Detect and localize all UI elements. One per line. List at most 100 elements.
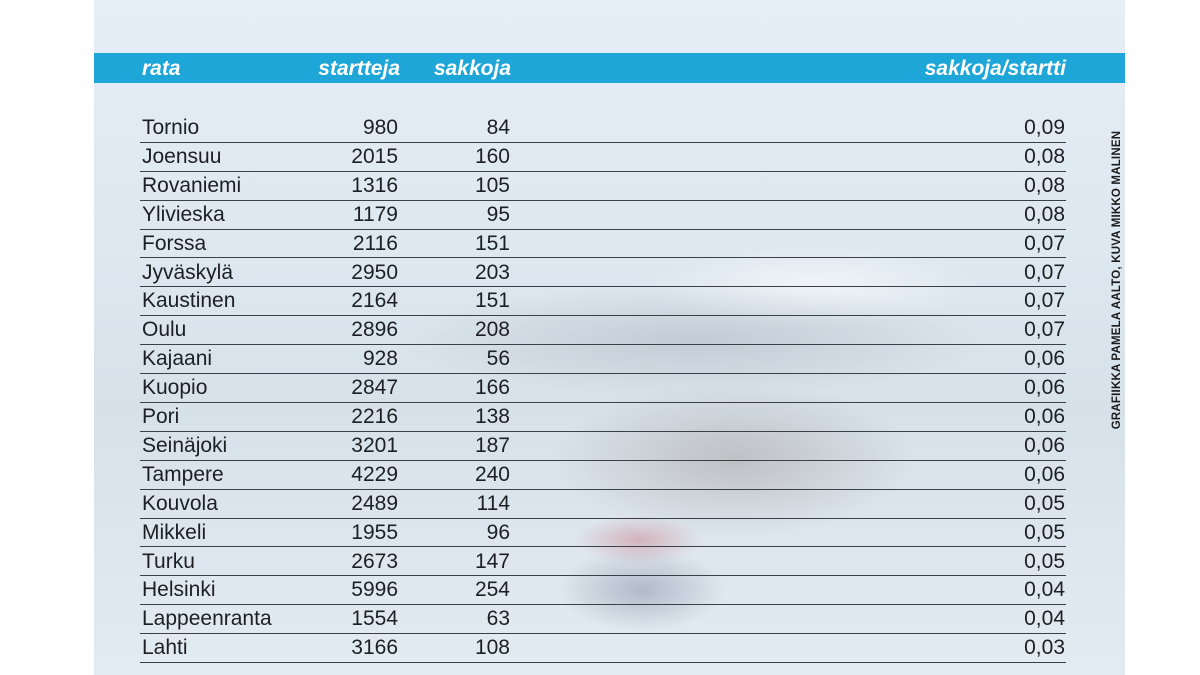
cell-sakkoja: 84 — [486, 116, 510, 139]
cell-startteja: 2896 — [351, 318, 398, 342]
cell-rata: Tampere — [142, 462, 224, 486]
cell-sakkoja: 138 — [474, 405, 510, 428]
header-rata: rata — [142, 57, 181, 80]
cell-sakkoja: 240 — [474, 462, 510, 486]
cell-sakkoja: 203 — [474, 260, 510, 284]
cell-rata: Tornio — [142, 116, 200, 139]
table-row: Lahti 3166 108 0,03 — [140, 633, 1066, 664]
cell-startteja: 1955 — [351, 520, 398, 544]
cell-startteja: 980 — [362, 116, 398, 139]
cell-sakkoja-per-startti: 0,07 — [1024, 231, 1065, 255]
cell-startteja: 3166 — [351, 636, 398, 660]
table-row: Forssa 2116 151 0,07 — [140, 229, 1066, 259]
table-row: Mikkeli 1955 96 0,05 — [140, 518, 1066, 548]
cell-rata: Kouvola — [142, 491, 218, 515]
cell-sakkoja-per-startti: 0,06 — [1024, 405, 1065, 428]
cell-sakkoja: 187 — [474, 433, 510, 457]
cell-sakkoja: 56 — [486, 347, 510, 371]
cell-rata: Oulu — [142, 318, 187, 342]
table-row: Kuopio 2847 166 0,06 — [140, 373, 1066, 403]
table-row: Pori 2216 138 0,06 — [140, 402, 1066, 432]
cell-sakkoja: 147 — [474, 549, 510, 573]
cell-sakkoja: 96 — [486, 520, 510, 544]
cell-sakkoja: 95 — [486, 202, 510, 226]
cell-rata: Jyväskylä — [142, 260, 234, 284]
cell-sakkoja-per-startti: 0,05 — [1024, 520, 1065, 544]
cell-rata: Seinäjoki — [142, 433, 228, 457]
table-header-bar — [94, 53, 1125, 83]
cell-startteja: 2847 — [351, 376, 398, 400]
cell-startteja: 2164 — [351, 289, 398, 313]
table-row: Turku 2673 147 0,05 — [140, 547, 1066, 577]
cell-startteja: 5996 — [351, 578, 398, 602]
cell-sakkoja: 151 — [474, 231, 510, 255]
table-row: Tornio 980 84 0,09 — [140, 113, 1066, 143]
cell-rata: Mikkeli — [142, 520, 207, 544]
cell-sakkoja-per-startti: 0,07 — [1024, 289, 1065, 313]
cell-rata: Kajaani — [142, 347, 213, 371]
table-row: Joensuu 2015 160 0,08 — [140, 142, 1066, 172]
cell-sakkoja: 254 — [474, 578, 510, 602]
cell-sakkoja: 108 — [474, 636, 510, 660]
cell-rata: Kuopio — [142, 376, 208, 400]
cell-sakkoja: 114 — [476, 491, 510, 515]
cell-sakkoja: 160 — [474, 144, 510, 168]
table-row: Lappeenranta 1554 63 0,04 — [140, 604, 1066, 635]
cell-sakkoja: 105 — [474, 173, 510, 197]
cell-startteja: 4229 — [351, 462, 398, 486]
cell-startteja: 2950 — [351, 260, 398, 284]
header-startteja: startteja — [318, 57, 400, 80]
table-row: Helsinki 5996 254 0,04 — [140, 575, 1066, 606]
cell-startteja: 928 — [362, 347, 398, 371]
cell-sakkoja-per-startti: 0,06 — [1024, 347, 1065, 371]
cell-sakkoja-per-startti: 0,04 — [1024, 578, 1065, 602]
header-sakkoja-per-startti: sakkoja/startti — [924, 57, 1066, 80]
credit-text: GRAFIIKKA PAMELA AALTO, KUVA MIKKO MALIN… — [1111, 130, 1123, 430]
cell-rata: Pori — [142, 405, 180, 428]
cell-sakkoja-per-startti: 0,08 — [1024, 144, 1065, 168]
cell-sakkoja-per-startti: 0,08 — [1024, 173, 1065, 197]
cell-rata: Lahti — [142, 636, 188, 660]
cell-rata: Lappeenranta — [142, 607, 272, 631]
cell-startteja: 2673 — [351, 549, 398, 573]
table-row: Kaustinen 2164 151 0,07 — [140, 286, 1066, 317]
cell-rata: Helsinki — [142, 578, 216, 602]
table-row: Ylivieska 1179 95 0,08 — [140, 200, 1066, 230]
cell-rata: Rovaniemi — [142, 173, 242, 197]
table-row: Jyväskylä 2950 203 0,07 — [140, 258, 1066, 288]
cell-rata: Joensuu — [142, 144, 222, 168]
cell-startteja: 2489 — [351, 491, 398, 515]
cell-sakkoja-per-startti: 0,06 — [1024, 376, 1065, 400]
cell-rata: Ylivieska — [142, 202, 225, 226]
cell-sakkoja-per-startti: 0,09 — [1024, 116, 1065, 139]
cell-sakkoja-per-startti: 0,04 — [1024, 607, 1065, 631]
cell-sakkoja-per-startti: 0,05 — [1024, 549, 1065, 573]
cell-sakkoja-per-startti: 0,07 — [1024, 260, 1065, 284]
cell-sakkoja-per-startti: 0,03 — [1024, 636, 1065, 660]
photo-background — [94, 0, 1125, 675]
table-row: Tampere 4229 240 0,06 — [140, 460, 1066, 490]
table-row: Kajaani 928 56 0,06 — [140, 344, 1066, 375]
cell-rata: Turku — [142, 549, 195, 573]
header-sakkoja: sakkoja — [433, 57, 511, 80]
cell-startteja: 2116 — [352, 231, 398, 255]
cell-startteja: 2216 — [351, 405, 398, 428]
table-row: Kouvola 2489 114 0,05 — [140, 489, 1066, 519]
table-row: Oulu 2896 208 0,07 — [140, 315, 1066, 346]
cell-startteja: 3201 — [351, 433, 398, 457]
table-row: Seinäjoki 3201 187 0,06 — [140, 431, 1066, 461]
cell-sakkoja-per-startti: 0,07 — [1024, 318, 1065, 342]
cell-startteja: 1179 — [352, 202, 398, 226]
cell-sakkoja-per-startti: 0,06 — [1024, 462, 1065, 486]
cell-sakkoja-per-startti: 0,05 — [1024, 491, 1065, 515]
cell-sakkoja: 151 — [474, 289, 510, 313]
cell-sakkoja-per-startti: 0,06 — [1024, 433, 1065, 457]
cell-rata: Forssa — [142, 231, 207, 255]
cell-sakkoja: 208 — [474, 318, 510, 342]
table-row: Rovaniemi 1316 105 0,08 — [140, 171, 1066, 201]
cell-rata: Kaustinen — [142, 289, 236, 313]
cell-sakkoja: 166 — [474, 376, 510, 400]
cell-startteja: 2015 — [351, 144, 398, 168]
cell-startteja: 1316 — [351, 173, 398, 197]
cell-sakkoja: 63 — [486, 607, 510, 631]
